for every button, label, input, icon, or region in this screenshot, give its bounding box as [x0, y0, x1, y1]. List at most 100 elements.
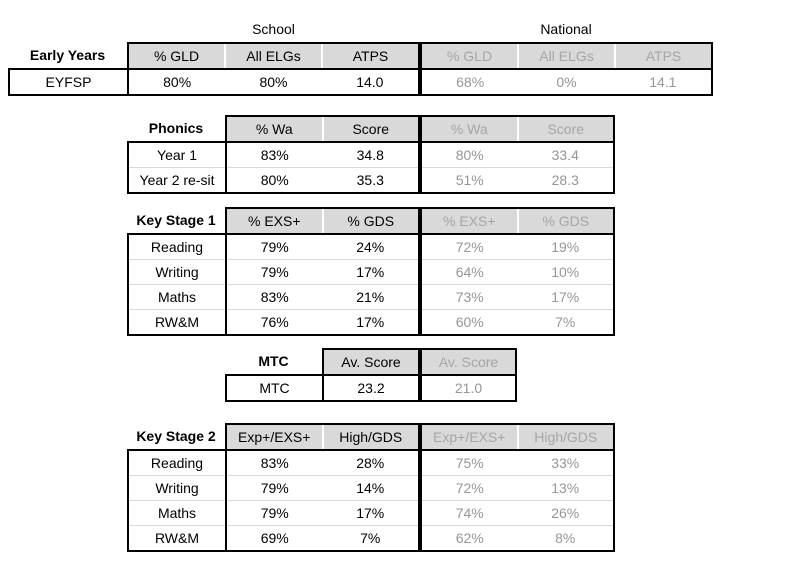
- row-label-cell: Maths: [157, 289, 197, 305]
- early-years-national-header-block: % GLD All ELGs ATPS: [420, 42, 713, 68]
- table-row: Writing: [129, 475, 225, 500]
- national-value-cell: 74%: [455, 505, 484, 521]
- school-value-cell: 80%: [163, 74, 192, 90]
- key-stage-1-section-title: Key Stage 1: [136, 212, 216, 228]
- national-value-cell: 80%: [455, 147, 484, 163]
- school-value-cell: 80%: [259, 74, 288, 90]
- key-stage-2-section-title: Key Stage 2: [136, 428, 216, 444]
- school-value-cell: 76%: [260, 314, 289, 330]
- national-value-cell: 68%: [456, 74, 485, 90]
- table-row: Maths: [129, 284, 225, 309]
- national-header-cell: % GDS: [516, 209, 614, 233]
- table-row: 69% 7%: [227, 525, 418, 550]
- national-header-cell: % Wa: [450, 121, 488, 137]
- early-years-header-row: Early Years% GLD All ELGs ATPS% GLD All ELG…: [8, 42, 713, 68]
- national-value-cell: 28.3: [551, 172, 579, 188]
- row-label-cell: Writing: [155, 480, 199, 496]
- phonics-section-title: Phonics: [148, 120, 204, 136]
- school-header-cell: High/GDS: [321, 425, 419, 449]
- school-value-cell: 83%: [260, 455, 289, 471]
- school-value-cell: 14.0: [356, 74, 384, 90]
- table-row: 79% 17%: [227, 500, 418, 525]
- row-label-cell: RW&M: [154, 314, 200, 330]
- table-row: 79% 24%: [227, 235, 418, 259]
- row-label-cell: EYFSP: [45, 74, 92, 90]
- table-row: 60% 7%: [422, 309, 613, 334]
- table-row: Writing: [129, 259, 225, 284]
- national-value-cell: 14.1: [649, 74, 677, 90]
- national-value-cell: 0%: [556, 74, 577, 90]
- phonics-national-header-block: % Wa Score: [420, 115, 615, 141]
- phonics-national-values: 80% 33.4 51% 28.3: [420, 141, 615, 194]
- table-row: 80% 80% 14.0: [129, 70, 418, 94]
- table-row: 75% 33%: [422, 451, 613, 475]
- school-value-cell: 28%: [356, 455, 385, 471]
- school-header-cell: Exp+/EXS+: [238, 429, 311, 445]
- national-value-cell: 26%: [551, 505, 580, 521]
- school-value-cell: 79%: [260, 480, 289, 496]
- school-value-cell: 79%: [260, 505, 289, 521]
- table-row: 73% 17%: [422, 284, 613, 309]
- mtc-national-values: 21.0: [420, 374, 517, 402]
- table-row: 68% 0% 14.1: [422, 70, 711, 94]
- national-value-cell: 10%: [551, 264, 580, 280]
- school-header-cell: % GDS: [321, 209, 419, 233]
- national-value-cell: 19%: [551, 239, 580, 255]
- school-value-cell: 79%: [260, 239, 289, 255]
- row-label-cell: Reading: [150, 455, 204, 471]
- table-row: 23.2: [324, 376, 418, 400]
- table-row: MTC: [227, 376, 322, 400]
- school-value-cell: 17%: [356, 314, 385, 330]
- phonics-body-row: Year 1 Year 2 re-sit 83% 34.8 80% 35.3 80% 33.4…: [127, 141, 615, 194]
- row-label-cell: MTC: [259, 380, 290, 396]
- key-stage-2-header-row: Key Stage 2 Exp+/EXS+ High/GDS Exp+/EXS+ Hig…: [127, 423, 615, 449]
- school-value-cell: 69%: [260, 530, 289, 546]
- table-row: 62% 8%: [422, 525, 613, 550]
- school-value-cell: 34.8: [356, 147, 384, 163]
- school-header-cell: % GLD: [153, 48, 200, 64]
- early-years-school-header-block: % GLD All ELGs ATPS: [127, 42, 420, 68]
- table-row: EYFSP: [10, 70, 127, 94]
- mtc-body-row: MTC 23.2 21.0: [225, 374, 517, 402]
- national-header-cell: ATPS: [614, 44, 711, 68]
- key-stage-2-body-row: Reading Writing Maths RW&M 83% 28% 79% 14% 79% 17…: [127, 449, 615, 552]
- school-value-cell: 80%: [260, 172, 289, 188]
- school-header-cell: ATPS: [321, 44, 418, 68]
- key-stage-1-body-row: Reading Writing Maths RW&M 79% 24% 79% 17% 83% 21…: [127, 233, 615, 336]
- row-label-cell: Year 2 re-sit: [139, 172, 215, 188]
- table-row: 76% 17%: [227, 309, 418, 334]
- school-value-cell: 14%: [356, 480, 385, 496]
- school-value-cell: 83%: [260, 147, 289, 163]
- school-header-cell: % EXS+: [247, 213, 301, 229]
- early-years-national-values: 68% 0% 14.1: [420, 68, 713, 96]
- key-stage-1-table: Key Stage 1% EXS+% GDS% EXS+% GDS Reading…: [127, 207, 615, 336]
- school-header-cell: Av. Score: [341, 354, 401, 370]
- national-value-cell: 60%: [455, 314, 484, 330]
- table-row: 83% 28%: [227, 451, 418, 475]
- table-row: Year 1: [129, 143, 225, 167]
- mtc-school-values: 23.2: [322, 374, 420, 402]
- school-value-cell: 24%: [356, 239, 385, 255]
- early-years-table: Early Years% GLD All ELGs ATPS% GLD All ELG…: [8, 42, 713, 96]
- table-row: Reading: [129, 235, 225, 259]
- early-years-section-title: Early Years: [29, 47, 106, 63]
- phonics-row-labels: Year 1 Year 2 re-sit: [127, 141, 225, 194]
- national-header-cell: Score: [516, 117, 614, 141]
- national-header-cell: All ELGs: [517, 44, 614, 68]
- mtc-table: MTC Av. Score Av. Score MTC 23.2 21.0: [225, 348, 517, 402]
- school-value-cell: 7%: [360, 530, 381, 546]
- early-years-school-values: 80% 80% 14.0: [127, 68, 420, 96]
- table-row: 21.0: [422, 376, 515, 400]
- school-header-cell: % Wa: [255, 121, 293, 137]
- key-stage-2-row-labels: Reading Writing Maths RW&M: [127, 449, 225, 552]
- key-stage-1-school-values: 79% 24% 79% 17% 83% 21% 76% 17%: [225, 233, 420, 336]
- school-value-cell: 17%: [356, 264, 385, 280]
- national-header-cell: Av. Score: [438, 354, 499, 370]
- key-stage-1-school-header-block: % EXS+ % GDS: [225, 207, 420, 233]
- row-label-cell: RW&M: [154, 530, 200, 546]
- school-value-cell: 35.3: [356, 172, 384, 188]
- phonics-table: Phonics % Wa Score % Wa Score Year 1 Year 2 re…: [127, 115, 615, 194]
- school-header-cell: All ELGs: [224, 44, 321, 68]
- national-value-cell: 62%: [455, 530, 484, 546]
- table-row: 83% 21%: [227, 284, 418, 309]
